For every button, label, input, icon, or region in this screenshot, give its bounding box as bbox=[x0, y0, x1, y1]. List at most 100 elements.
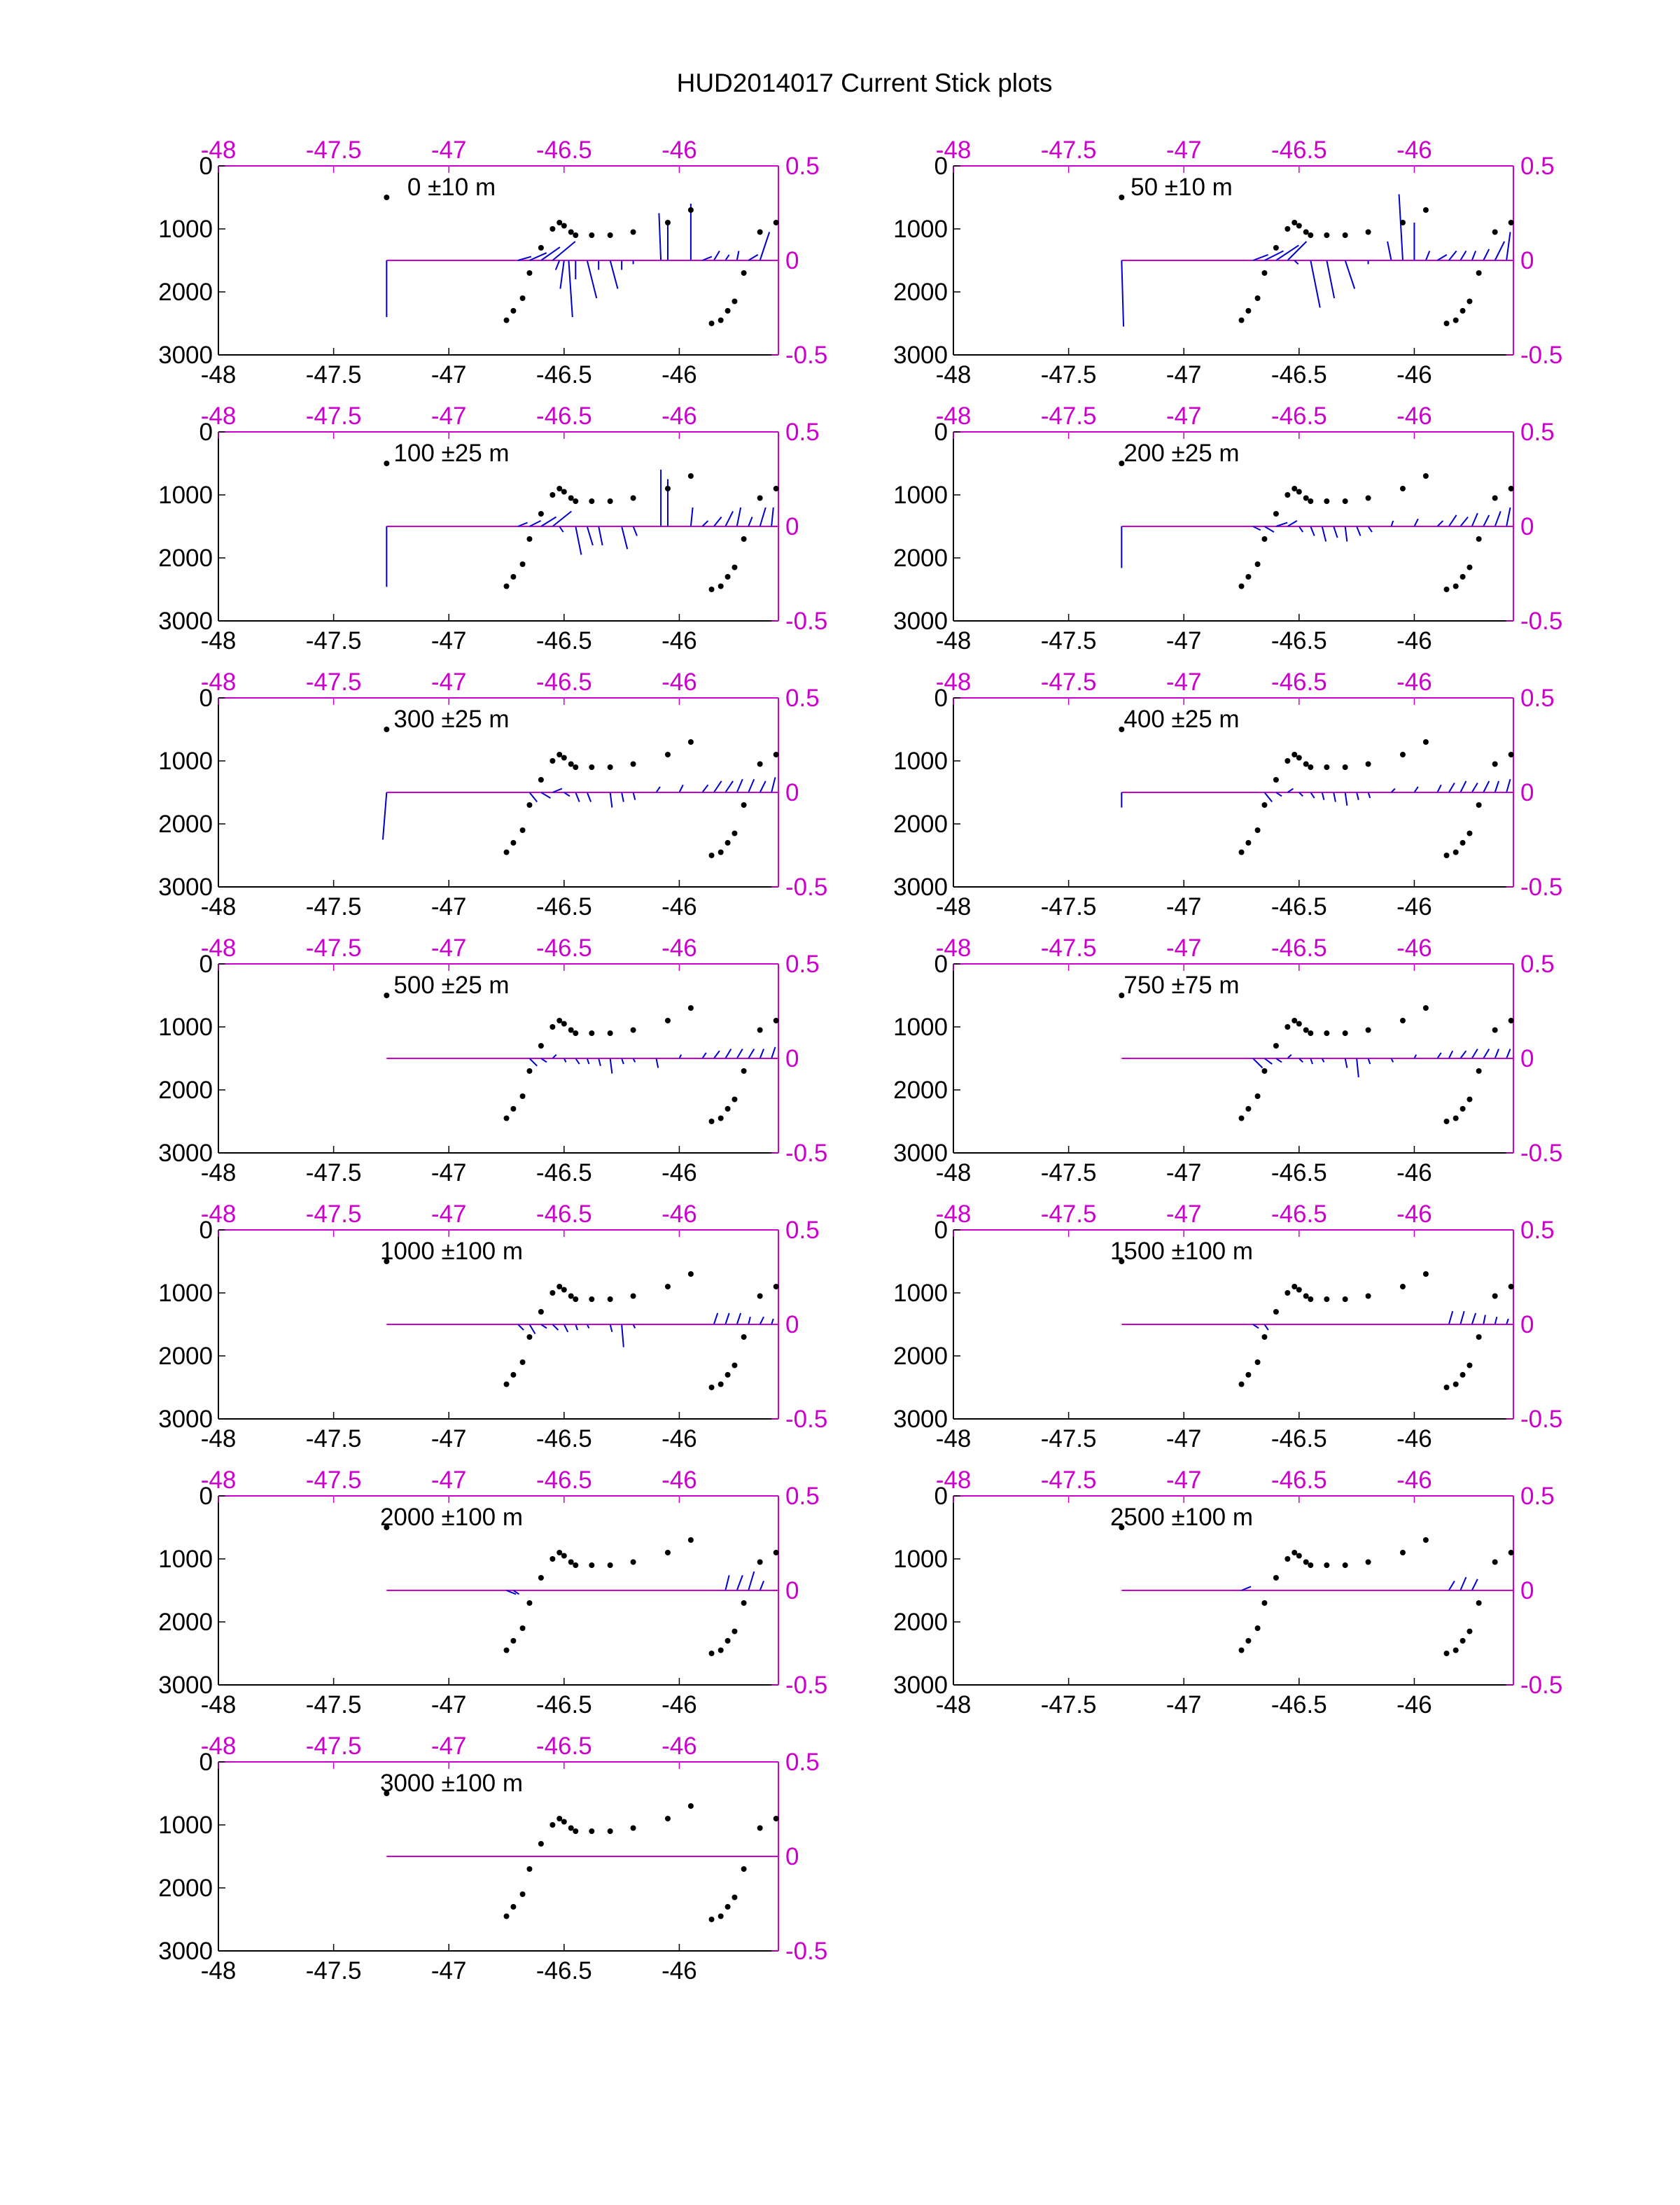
panel-7-current-stick bbox=[771, 1046, 776, 1059]
panel-9-station-dot bbox=[568, 1293, 574, 1299]
panel-6-station-dot bbox=[1303, 761, 1309, 767]
panel-13-station-dot bbox=[568, 1825, 574, 1831]
panel-5-station-dot bbox=[687, 739, 694, 745]
panel-7-station-dot bbox=[538, 1043, 544, 1049]
panel-4-current-stick bbox=[1506, 507, 1511, 527]
panel-2-current-stick bbox=[1252, 253, 1268, 261]
panel-7-station-dot bbox=[526, 1068, 533, 1074]
panel-5-y2tick-label: 0 bbox=[785, 779, 799, 806]
panel-1-ytick-label: 0 bbox=[200, 153, 213, 180]
panel-5-current-stick bbox=[771, 777, 776, 793]
panel-12-depth-label: 2500 ±100 m bbox=[1110, 1504, 1253, 1531]
panel-12-current-stick bbox=[1448, 1580, 1455, 1591]
panel-9-current-stick bbox=[552, 1324, 559, 1331]
panel-6-current-stick bbox=[1413, 786, 1419, 793]
panel-12-station-dot bbox=[1476, 1600, 1482, 1606]
panel-7-xtick-label: -47.5 bbox=[306, 1159, 362, 1186]
panel-9-current-stick bbox=[736, 1312, 742, 1325]
panel-7-station-dot bbox=[718, 1115, 724, 1121]
panel-13-top-xtick-label: -48 bbox=[201, 1732, 237, 1760]
panel-2-top-xtick-label: -47 bbox=[1166, 136, 1202, 164]
panel-1-top-xtick-label: -47.5 bbox=[306, 136, 362, 164]
panel-9-station-dot bbox=[510, 1372, 517, 1378]
panel-10-station-dot bbox=[1303, 1293, 1309, 1299]
panel-8-xtick-label: -47 bbox=[1166, 1159, 1202, 1186]
panel-4-current-stick bbox=[1390, 520, 1394, 527]
panel-1-current-stick bbox=[554, 260, 561, 270]
panel-10-station-dot bbox=[1308, 1296, 1314, 1302]
panel-12-current-stick bbox=[1471, 1578, 1478, 1591]
panel-2-station-dot bbox=[1292, 220, 1298, 225]
panel-11-station-dot bbox=[741, 1600, 747, 1606]
panel-8-station-dot bbox=[1261, 1068, 1268, 1074]
panel-5-top-xtick-label: -46.5 bbox=[536, 668, 592, 696]
panel-2-station-dot bbox=[1308, 232, 1314, 238]
panel-8-current-stick bbox=[1356, 1058, 1359, 1078]
panel-3-station-dot bbox=[573, 498, 579, 504]
panel-8-station-dot bbox=[1296, 1021, 1302, 1027]
panel-6-top-xtick-label: -47 bbox=[1166, 668, 1202, 696]
panel-3-current-stick bbox=[771, 507, 774, 527]
panel-8-y2tick-label: 0.5 bbox=[1520, 951, 1555, 978]
panel-5-station-dot bbox=[519, 827, 526, 833]
panel-9-current-stick bbox=[771, 1318, 774, 1325]
panel-7-current-stick bbox=[678, 1054, 682, 1059]
panel-4-xtick-label: -47 bbox=[1166, 627, 1202, 654]
panel-1-y2tick-label: 0.5 bbox=[785, 153, 820, 180]
panel-1-current-stick bbox=[529, 252, 547, 261]
panel-3-xtick-label: -48 bbox=[201, 627, 237, 654]
panel-13-station-dot bbox=[538, 1841, 544, 1847]
panel-9-station-dot bbox=[550, 1290, 556, 1296]
panel-13-station-dot bbox=[630, 1825, 636, 1831]
panel-5-current-stick bbox=[552, 788, 563, 793]
panel-1-station-dot bbox=[687, 207, 694, 213]
panel-3-current-stick bbox=[586, 526, 594, 546]
panel-2-station-dot bbox=[1296, 223, 1302, 229]
panel-13-station-dot bbox=[708, 1917, 715, 1922]
panel-5-current-stick bbox=[609, 792, 613, 808]
panel-5-station-dot bbox=[384, 727, 390, 732]
panel-3-current-stick bbox=[528, 520, 542, 527]
panel-3-current-stick bbox=[598, 526, 603, 546]
panel-2-top-xtick-label: -47.5 bbox=[1041, 136, 1097, 164]
panel-9-station-dot bbox=[384, 1259, 390, 1264]
panel-8-current-stick bbox=[1413, 1054, 1418, 1059]
panel-6-top-xtick-label: -48 bbox=[936, 668, 972, 696]
panel-13-station-dot bbox=[550, 1822, 556, 1828]
panel-5-station-dot bbox=[607, 764, 613, 770]
panel-12-top-xtick-label: -47.5 bbox=[1041, 1466, 1097, 1494]
panel-6-current-stick bbox=[1356, 792, 1359, 801]
panel-1-current-stick bbox=[609, 260, 619, 289]
panel-12-ytick-label: 2000 bbox=[893, 1609, 948, 1636]
panel-4-ytick-label: 1000 bbox=[893, 482, 948, 509]
panel-3-current-stick bbox=[621, 526, 629, 550]
panel-9-station-dot bbox=[561, 1287, 567, 1293]
panel-8-ytick-label: 0 bbox=[934, 951, 948, 978]
panel-2-current-stick bbox=[1494, 241, 1506, 261]
panel-9-ytick-label: 0 bbox=[200, 1217, 213, 1244]
panel-8-current-stick bbox=[1252, 1058, 1264, 1069]
panel-13-station-dot bbox=[510, 1904, 517, 1910]
panel-1-station-dot bbox=[589, 232, 595, 238]
panel-12-y2tick-label: -0.5 bbox=[1520, 1672, 1562, 1699]
panel-10-station-dot bbox=[1324, 1296, 1330, 1302]
panel-1-station-dot bbox=[607, 232, 613, 238]
panel-2-current-stick bbox=[1460, 250, 1467, 261]
panel-2-top-xtick-label: -46.5 bbox=[1271, 136, 1327, 164]
panel-1-ytick-label: 2000 bbox=[158, 279, 213, 306]
panel-11-y2tick-label: 0.5 bbox=[785, 1483, 820, 1510]
panel-2-station-dot bbox=[1254, 295, 1261, 301]
panel-1-station-dot bbox=[724, 308, 731, 314]
panel-9-xtick-label: -47.5 bbox=[306, 1425, 362, 1452]
panel-9-current-stick bbox=[563, 1324, 569, 1333]
panel-10-station-dot bbox=[1508, 1284, 1514, 1289]
panel-12-xtick-label: -48 bbox=[936, 1691, 972, 1718]
panel-7-top-xtick-label: -47.5 bbox=[306, 934, 362, 962]
panel-10-top-xtick-label: -48 bbox=[936, 1200, 972, 1228]
panel-12-current-stick bbox=[1460, 1576, 1467, 1591]
panel-8-ytick-label: 2000 bbox=[893, 1077, 948, 1104]
panel-8-current-stick bbox=[1321, 1058, 1325, 1063]
panel-3-ytick-label: 1000 bbox=[158, 482, 213, 509]
panel-1-ytick-label: 1000 bbox=[158, 216, 213, 243]
panel-1-station-dot bbox=[384, 195, 390, 200]
